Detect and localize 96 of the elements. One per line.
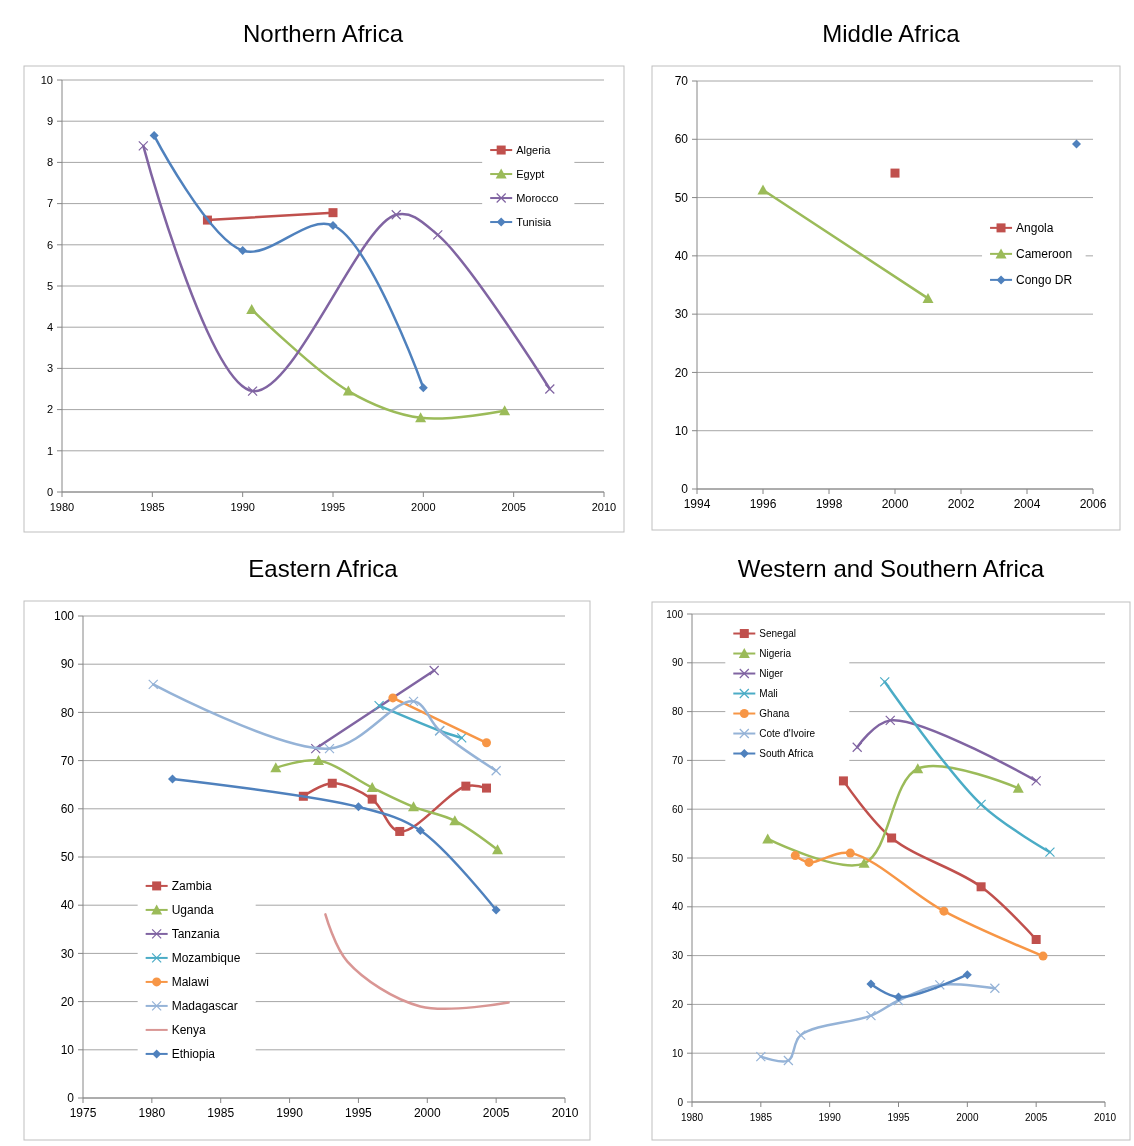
legend-label: Egypt [516, 167, 545, 180]
y-tick-label: 3 [46, 362, 53, 375]
x-tick-label: 2004 [1013, 497, 1041, 511]
x-tick-label: 2000 [413, 1106, 441, 1120]
y-tick-label: 100 [666, 608, 684, 620]
chart-title: Western and Southern Africa [737, 555, 1045, 582]
x-tick-label: 1980 [680, 1112, 704, 1123]
y-tick-label: 10 [60, 1043, 75, 1057]
x-tick-label: 2000 [881, 497, 909, 511]
y-tick-label: 80 [671, 706, 684, 718]
y-tick-label: 20 [674, 365, 689, 380]
x-tick-label: 2000 [956, 1112, 979, 1123]
x-tick-label: 1985 [749, 1112, 773, 1123]
y-tick-label: 20 [671, 998, 684, 1010]
x-tick-label: 1990 [276, 1106, 304, 1120]
legend-label: Kenya [171, 1023, 207, 1038]
y-tick-label: 60 [671, 803, 684, 815]
legend-label: Tanzania [171, 927, 221, 942]
x-tick-label: 1985 [207, 1106, 235, 1120]
x-tick-label: 2010 [551, 1106, 579, 1120]
y-tick-label: 0 [677, 1096, 684, 1108]
y-tick-label: 2 [46, 403, 53, 416]
x-tick-label: 1994 [683, 497, 711, 511]
x-tick-label: 1975 [69, 1106, 97, 1120]
y-tick-label: 30 [671, 950, 684, 962]
x-tick-label: 1980 [49, 501, 75, 513]
legend-label: Cameroon [1016, 247, 1073, 262]
y-tick-label: 40 [671, 901, 684, 913]
y-tick-label: 10 [674, 423, 689, 438]
legend-label: Zambia [171, 879, 212, 894]
x-tick-label: 1995 [320, 501, 346, 513]
legend-label: Angola [1016, 221, 1054, 236]
legend-label: Nigeria [759, 648, 792, 660]
x-tick-label: 2005 [1025, 1112, 1048, 1123]
y-tick-label: 40 [60, 898, 75, 913]
y-tick-label: 30 [60, 946, 75, 961]
chart-title: Eastern Africa [248, 555, 399, 582]
y-tick-label: 50 [60, 850, 75, 865]
x-tick-label: 2000 [411, 501, 436, 513]
y-tick-label: 5 [46, 279, 53, 292]
y-tick-label: 80 [60, 705, 75, 720]
legend-label: Senegal [759, 628, 796, 640]
x-tick-label: 2006 [1079, 497, 1107, 511]
chart-title: Northern Africa [242, 20, 404, 47]
legend-label: Morocco [516, 191, 559, 204]
y-tick-label: 50 [671, 852, 684, 864]
legend-label: Congo DR [1016, 273, 1073, 288]
y-tick-label: 40 [674, 249, 689, 264]
y-tick-label: 8 [46, 156, 53, 169]
x-tick-label: 1995 [345, 1106, 373, 1120]
legend-label: Uganda [171, 903, 215, 918]
legend-label: Madagascar [171, 999, 238, 1014]
legend-label: Mozambique [171, 951, 241, 966]
x-tick-label: 2002 [947, 497, 975, 511]
x-tick-label: 2005 [501, 501, 526, 513]
legend-label: Ghana [759, 708, 790, 720]
y-tick-label: 60 [674, 132, 689, 147]
y-tick-label: 0 [46, 485, 53, 498]
legend-label: Niger [759, 668, 784, 680]
y-tick-label: 1 [46, 444, 53, 457]
x-tick-label: 2010 [1093, 1112, 1117, 1123]
x-tick-label: 2005 [482, 1106, 510, 1120]
y-tick-label: 0 [67, 1091, 75, 1106]
x-tick-label: 1980 [138, 1106, 166, 1120]
x-tick-label: 1998 [815, 497, 843, 511]
y-tick-label: 60 [60, 802, 75, 816]
chart-title: Middle Africa [822, 20, 961, 47]
legend-label: South Africa [759, 748, 814, 760]
y-tick-label: 100 [53, 609, 75, 624]
y-tick-label: 90 [60, 657, 75, 672]
x-tick-label: 1996 [749, 497, 777, 511]
legend-label: Cote d'Ivoire [759, 728, 816, 740]
x-tick-label: 1995 [887, 1112, 911, 1123]
x-tick-label: 1990 [230, 501, 255, 513]
y-tick-label: 20 [60, 994, 75, 1009]
y-tick-label: 50 [674, 190, 689, 205]
legend-label: Ethiopia [171, 1047, 216, 1062]
y-tick-label: 90 [671, 657, 684, 669]
y-tick-label: 10 [671, 1047, 684, 1059]
y-tick-label: 4 [46, 321, 53, 334]
legend-label: Algeria [516, 143, 552, 156]
y-tick-label: 9 [46, 115, 53, 128]
y-tick-label: 6 [46, 238, 53, 251]
y-tick-label: 7 [46, 197, 53, 210]
x-tick-label: 2010 [591, 501, 617, 513]
y-tick-label: 70 [674, 74, 689, 89]
x-tick-label: 1985 [140, 501, 165, 513]
legend-label: Malawi [171, 975, 209, 990]
x-tick-label: 1990 [818, 1112, 842, 1123]
legend-label: Mali [759, 688, 778, 700]
y-tick-label: 70 [671, 754, 684, 766]
y-tick-label: 0 [681, 482, 689, 497]
legend-label: Tunisia [516, 215, 553, 228]
y-tick-label: 10 [40, 73, 53, 86]
y-tick-label: 70 [60, 753, 75, 768]
y-tick-label: 30 [674, 307, 689, 322]
